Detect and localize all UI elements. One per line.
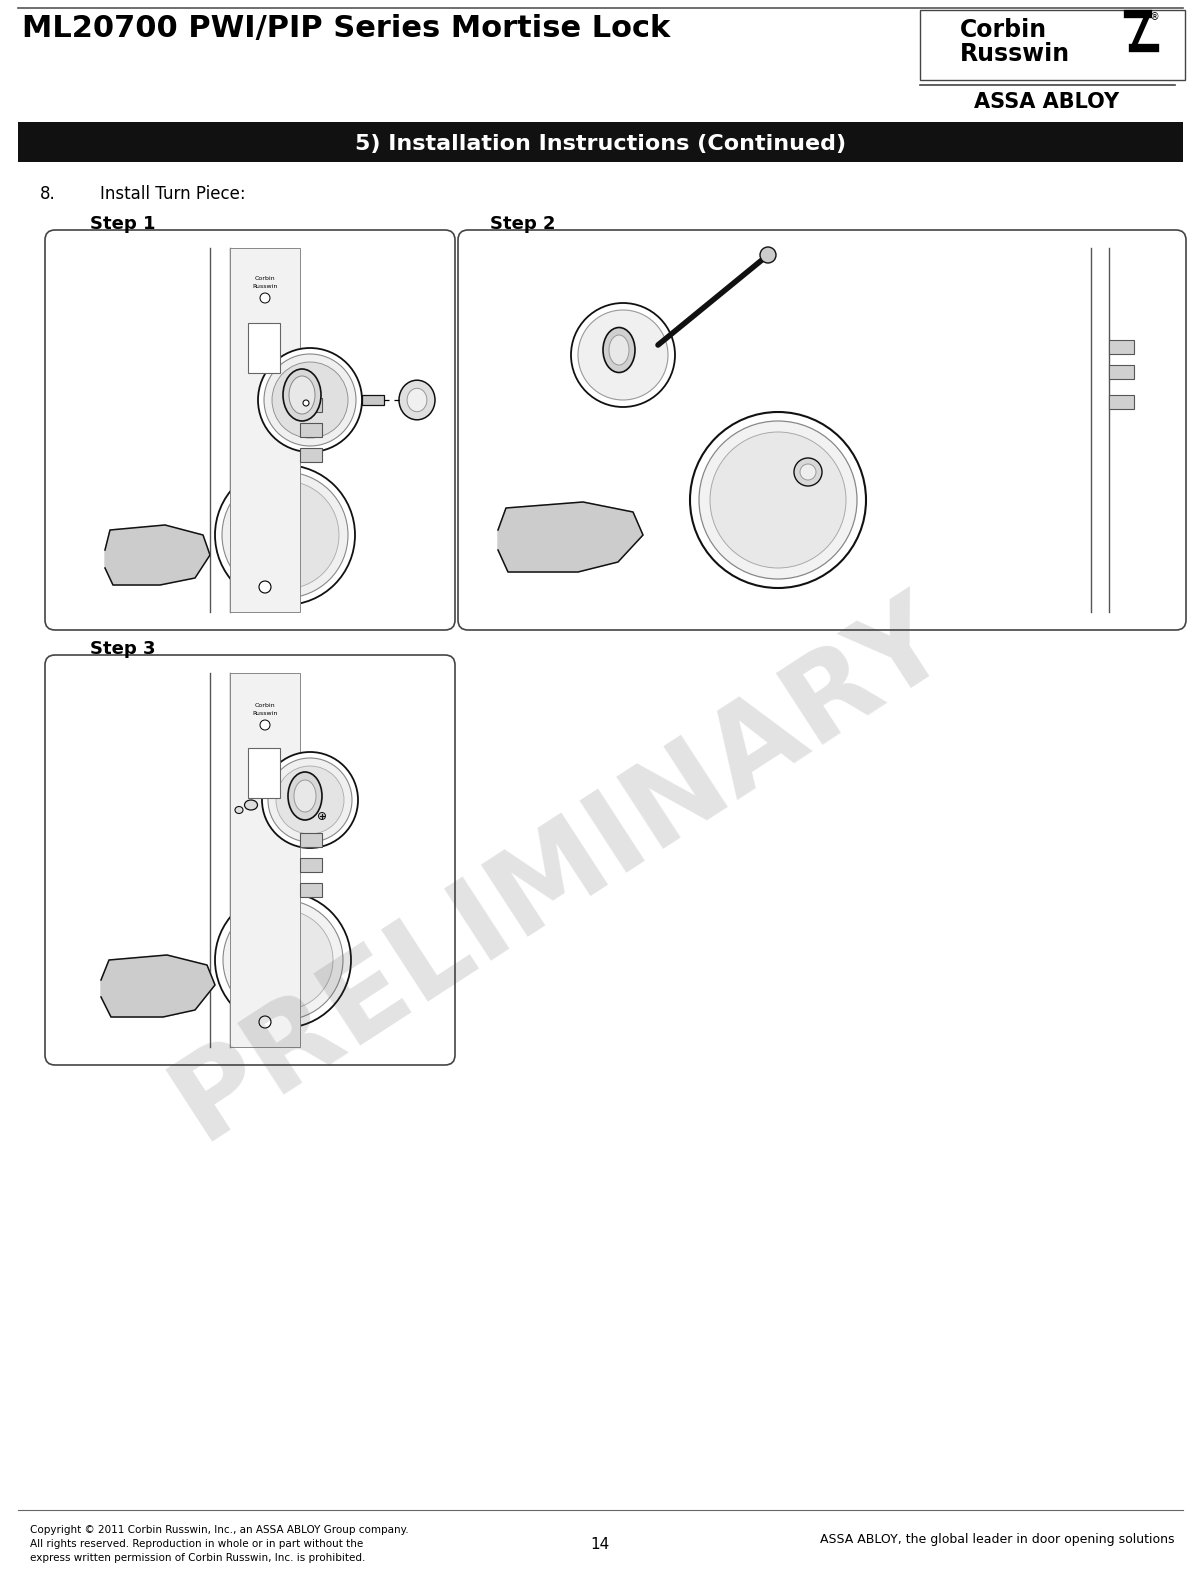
Text: ASSA ABLOY, the global leader in door opening solutions: ASSA ABLOY, the global leader in door op… <box>820 1533 1175 1545</box>
Polygon shape <box>104 525 210 585</box>
Circle shape <box>710 432 846 567</box>
Bar <box>247 322 280 373</box>
Circle shape <box>259 292 270 303</box>
Ellipse shape <box>235 806 243 813</box>
Circle shape <box>691 412 866 588</box>
Circle shape <box>318 813 325 819</box>
Circle shape <box>231 481 339 590</box>
Text: Install Turn Piece:: Install Turn Piece: <box>100 185 246 203</box>
Text: Copyright © 2011 Corbin Russwin, Inc., an ASSA ABLOY Group company.
All rights r: Copyright © 2011 Corbin Russwin, Inc., a… <box>30 1525 408 1563</box>
Circle shape <box>570 303 675 407</box>
Ellipse shape <box>603 327 635 373</box>
Text: PRELIMINARY: PRELIMINARY <box>151 577 968 1163</box>
Polygon shape <box>101 956 215 1017</box>
Bar <box>300 858 322 872</box>
Text: Russwin: Russwin <box>252 711 277 715</box>
Bar <box>300 448 322 462</box>
Text: ®: ® <box>1151 13 1160 22</box>
Ellipse shape <box>289 376 315 413</box>
Circle shape <box>258 347 362 453</box>
Circle shape <box>699 421 858 578</box>
Bar <box>18 123 1183 162</box>
FancyBboxPatch shape <box>458 230 1187 630</box>
Text: Russwin: Russwin <box>960 42 1070 66</box>
Text: Russwin: Russwin <box>252 285 277 289</box>
Ellipse shape <box>609 335 629 365</box>
Circle shape <box>264 354 355 446</box>
Circle shape <box>303 399 309 406</box>
Text: ML20700 PWI/PIP Series Mortise Lock: ML20700 PWI/PIP Series Mortise Lock <box>22 14 670 42</box>
Circle shape <box>259 1016 271 1028</box>
Bar <box>247 748 280 799</box>
Circle shape <box>276 766 343 835</box>
Circle shape <box>259 582 271 593</box>
Text: 5) Installation Instructions (Continued): 5) Installation Instructions (Continued) <box>355 134 846 154</box>
Circle shape <box>262 751 358 847</box>
Bar <box>362 395 384 406</box>
Text: Corbin: Corbin <box>255 703 275 707</box>
Bar <box>1109 365 1134 379</box>
Text: Step 2: Step 2 <box>490 215 556 233</box>
Bar <box>300 883 322 898</box>
Bar <box>300 398 322 412</box>
Circle shape <box>222 472 348 597</box>
Bar <box>1109 395 1134 409</box>
Circle shape <box>259 720 270 729</box>
Text: Corbin: Corbin <box>960 17 1047 42</box>
Bar <box>231 248 300 612</box>
Bar <box>300 423 322 437</box>
Ellipse shape <box>407 388 426 412</box>
Text: 8.: 8. <box>40 185 55 203</box>
Ellipse shape <box>294 780 316 813</box>
Circle shape <box>800 464 815 479</box>
Text: ASSA ABLOY: ASSA ABLOY <box>974 93 1119 112</box>
Circle shape <box>223 901 343 1020</box>
Circle shape <box>794 457 821 486</box>
Ellipse shape <box>283 369 321 421</box>
Text: Step 1: Step 1 <box>90 215 155 233</box>
Ellipse shape <box>399 380 435 420</box>
Circle shape <box>268 758 352 843</box>
Text: Step 3: Step 3 <box>90 640 155 659</box>
FancyBboxPatch shape <box>44 656 455 1064</box>
Ellipse shape <box>288 772 322 821</box>
Circle shape <box>215 465 355 605</box>
Text: 14: 14 <box>591 1537 610 1552</box>
Circle shape <box>271 362 348 439</box>
Circle shape <box>578 310 668 399</box>
Circle shape <box>215 891 351 1028</box>
Circle shape <box>233 910 333 1009</box>
Ellipse shape <box>245 800 257 810</box>
Bar <box>1109 340 1134 354</box>
Bar <box>920 9 1185 80</box>
Polygon shape <box>498 501 643 572</box>
FancyBboxPatch shape <box>44 230 455 630</box>
Bar <box>300 833 322 847</box>
Circle shape <box>760 247 776 263</box>
Text: Corbin: Corbin <box>255 277 275 281</box>
Bar <box>231 673 300 1047</box>
